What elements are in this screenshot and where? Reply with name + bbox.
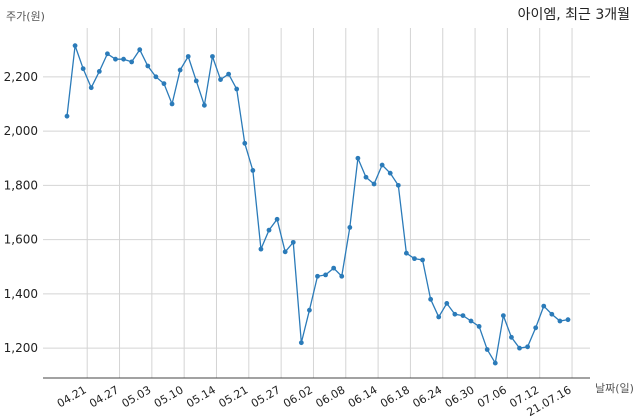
data-point — [185, 54, 191, 59]
data-point — [565, 317, 571, 323]
data-point — [113, 56, 118, 62]
x-tick-label: 06.30 — [443, 383, 477, 410]
data-point — [242, 140, 248, 146]
data-point — [129, 59, 135, 65]
data-point — [88, 85, 94, 91]
y-tick-label: 1,400 — [4, 287, 38, 301]
y-axis-label: 주가(원) — [6, 10, 45, 23]
x-tick-label: 06.08 — [314, 383, 348, 410]
data-point — [403, 250, 409, 256]
data-point — [315, 273, 320, 279]
x-tick-label: 06.14 — [346, 383, 380, 410]
data-point — [347, 225, 353, 230]
data-point — [323, 272, 328, 278]
y-tick-label: 1,200 — [4, 341, 38, 355]
y-grid — [43, 76, 590, 349]
data-point — [266, 227, 272, 233]
x-tick-label: 04.27 — [87, 383, 121, 410]
y-tick-label: 2,000 — [4, 124, 38, 138]
data-point — [468, 318, 474, 324]
data-point — [339, 273, 345, 279]
x-grid — [86, 28, 573, 378]
data-point — [412, 256, 417, 262]
x-tick-label: 06.02 — [281, 383, 315, 410]
x-tick-label: 05.21 — [217, 383, 251, 410]
y-tick-label: 2,200 — [4, 70, 38, 84]
data-point — [428, 296, 434, 302]
data-point — [509, 334, 514, 340]
data-point — [500, 313, 506, 318]
data-point — [161, 81, 167, 87]
data-point — [250, 168, 256, 173]
data-point — [64, 113, 70, 119]
data-point — [557, 318, 563, 324]
data-point — [137, 47, 143, 53]
data-point — [541, 303, 547, 309]
data-point — [355, 155, 361, 161]
x-tick-label: 06.24 — [410, 383, 444, 410]
x-tick-label: 05.10 — [152, 383, 186, 410]
data-point — [201, 102, 207, 108]
data-point — [226, 71, 232, 77]
data-point — [96, 69, 102, 74]
data-point — [274, 216, 280, 222]
x-axis-label: 날짜(일) — [595, 381, 634, 395]
x-tick-label: 04.21 — [55, 383, 89, 410]
data-point — [105, 51, 110, 57]
data-point — [379, 162, 385, 168]
price-line — [66, 45, 569, 365]
x-tick-label: 05.27 — [249, 383, 283, 410]
data-point — [420, 257, 425, 263]
data-point — [436, 314, 442, 320]
data-point — [307, 307, 312, 313]
data-point — [363, 174, 369, 180]
data-point — [298, 340, 304, 346]
x-tick-labels: 04.2104.2705.0305.1005.1405.2105.2706.02… — [55, 383, 574, 419]
data-point — [444, 300, 450, 306]
data-point — [218, 77, 223, 82]
data-point — [387, 170, 393, 176]
x-tick-label: 05.14 — [184, 383, 218, 410]
data-point — [153, 74, 159, 80]
data-point — [169, 101, 175, 107]
data-point — [282, 249, 288, 255]
price-points — [64, 43, 571, 366]
data-point — [72, 43, 78, 49]
data-point — [145, 63, 151, 69]
data-point — [525, 344, 530, 350]
data-point — [484, 347, 490, 352]
data-point — [517, 345, 522, 351]
data-point — [331, 265, 337, 271]
data-point — [193, 78, 199, 84]
data-point — [452, 311, 458, 317]
data-point — [234, 86, 240, 92]
data-point — [177, 67, 183, 73]
data-point — [290, 239, 296, 245]
data-point — [371, 181, 377, 187]
y-tick-label: 1,800 — [4, 178, 38, 192]
x-tick-label: 07.06 — [475, 383, 509, 410]
chart-title: 아이엠, 최근 3개월 — [518, 7, 630, 23]
data-point — [80, 66, 86, 72]
x-tick-label: 06.18 — [378, 383, 412, 410]
x-tick-label: 05.03 — [120, 383, 154, 410]
data-point — [476, 324, 482, 329]
data-point — [121, 56, 126, 62]
y-tick-labels: 1,200 1,400 1,600 1,800 2,000 2,200 — [4, 70, 38, 355]
data-point — [460, 313, 466, 318]
data-point — [549, 311, 555, 317]
data-point — [258, 246, 264, 252]
data-point — [395, 182, 401, 188]
y-tick-label: 1,600 — [4, 233, 38, 247]
data-point — [210, 54, 215, 59]
data-point — [492, 360, 498, 366]
data-point — [533, 325, 539, 331]
